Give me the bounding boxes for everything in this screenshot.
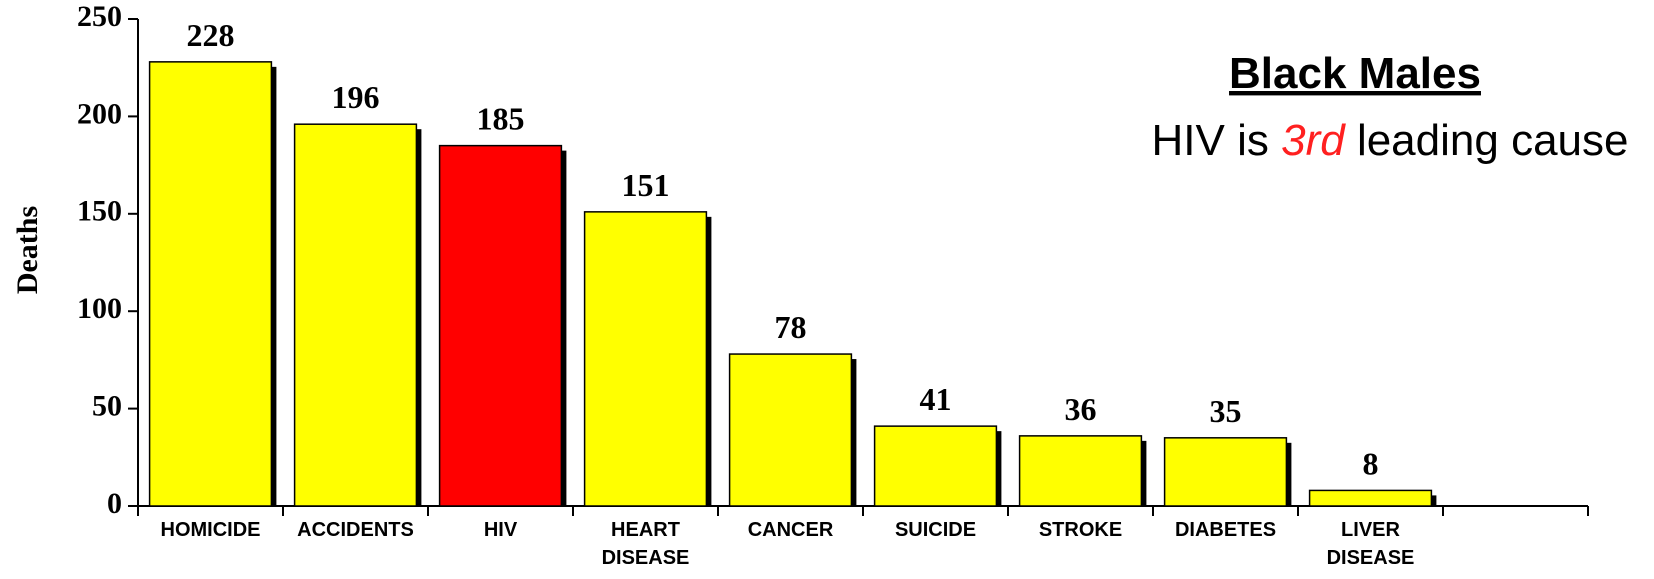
x-tick-label: HOMICIDE — [160, 519, 261, 541]
y-tick-label: 100 — [77, 292, 122, 325]
bar — [583, 211, 708, 507]
annotation-part: HIV is — [1152, 116, 1269, 165]
x-tick-label: HEART DISEASE — [601, 519, 690, 569]
annotation-part: leading cause — [1357, 116, 1629, 165]
value-label: 185 — [477, 101, 525, 137]
bar — [148, 61, 273, 507]
x-tick-label: CANCER — [747, 519, 834, 541]
y-axis-label: Deaths — [11, 206, 44, 294]
bar — [1018, 435, 1143, 507]
bar — [1308, 489, 1433, 507]
x-tick-label: ACCIDENTS — [297, 519, 414, 541]
annotation-text: HIV is 3rd leading cause — [1152, 116, 1629, 165]
bar — [438, 144, 563, 507]
y-tick-label: 0 — [107, 487, 122, 520]
bar — [728, 353, 853, 507]
value-label: 35 — [1210, 393, 1242, 429]
bar — [873, 425, 998, 507]
x-tick-label: HIV — [483, 519, 518, 541]
annotation-title: Black Males — [1229, 49, 1481, 98]
y-tick-label: 50 — [92, 389, 122, 422]
value-label: 41 — [920, 381, 952, 417]
x-tick-label: STROKE — [1038, 519, 1123, 541]
x-tick-label: LIVER DISEASE — [1326, 519, 1415, 569]
annotation-highlight: 3rd — [1281, 116, 1346, 165]
value-label: 196 — [332, 79, 380, 115]
y-tick-label: 200 — [77, 97, 122, 130]
bar — [1163, 437, 1288, 507]
value-label: 228 — [187, 17, 235, 53]
x-tick-label: DIABETES — [1174, 519, 1277, 541]
value-label: 151 — [622, 167, 670, 203]
value-label: 36 — [1065, 391, 1097, 427]
bar — [293, 123, 418, 507]
y-tick-label: 250 — [77, 0, 122, 33]
value-label: 78 — [775, 309, 807, 345]
y-tick-label: 150 — [77, 195, 122, 228]
x-tick-label: SUICIDE — [894, 519, 977, 541]
value-label: 8 — [1363, 445, 1379, 481]
